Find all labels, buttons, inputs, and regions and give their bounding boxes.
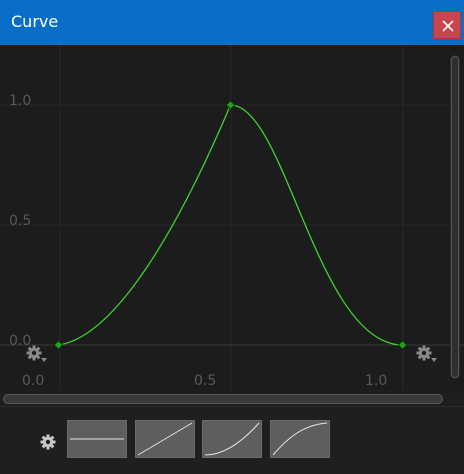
vertical-scrollbar[interactable] bbox=[450, 55, 460, 379]
y-tick-label: 0.0 bbox=[9, 333, 32, 349]
curve-key-1[interactable] bbox=[225, 100, 236, 110]
preset-constant[interactable] bbox=[67, 420, 127, 458]
curve-key-0[interactable] bbox=[53, 340, 64, 350]
preset-ease-in[interactable] bbox=[202, 420, 262, 458]
grid bbox=[0, 45, 450, 390]
window-title: Curve bbox=[11, 12, 59, 31]
x-tick-label: 1.0 bbox=[365, 373, 388, 389]
close-button[interactable] bbox=[433, 11, 461, 39]
close-icon bbox=[442, 20, 454, 32]
preset-ease-in-curve bbox=[204, 422, 260, 456]
preset-constant-curve bbox=[70, 438, 124, 440]
presets-gear-icon[interactable] bbox=[40, 434, 58, 452]
left-key-menu-gear-dropdown-icon[interactable] bbox=[26, 345, 48, 365]
x-tick-label: 0.5 bbox=[194, 373, 217, 389]
curve-graph[interactable]: 1.0 0.5 0.0 0.0 0.5 1.0 bbox=[0, 45, 464, 390]
y-tick-label: 0.5 bbox=[9, 213, 32, 229]
right-key-menu-gear-dropdown-icon[interactable] bbox=[416, 345, 438, 365]
curve-key-2[interactable] bbox=[397, 340, 408, 350]
preset-linear[interactable] bbox=[135, 420, 195, 458]
preset-ease-out-curve bbox=[272, 422, 328, 456]
x-tick-label: 0.0 bbox=[22, 373, 45, 389]
curve-plot[interactable] bbox=[0, 45, 464, 390]
horizontal-scrollbar[interactable] bbox=[3, 394, 443, 404]
preset-ease-out[interactable] bbox=[270, 420, 330, 458]
preset-linear-curve bbox=[137, 422, 193, 456]
y-tick-label: 1.0 bbox=[9, 93, 32, 109]
vertical-scrollbar-thumb[interactable] bbox=[451, 56, 459, 378]
window-titlebar: Curve bbox=[0, 0, 464, 45]
